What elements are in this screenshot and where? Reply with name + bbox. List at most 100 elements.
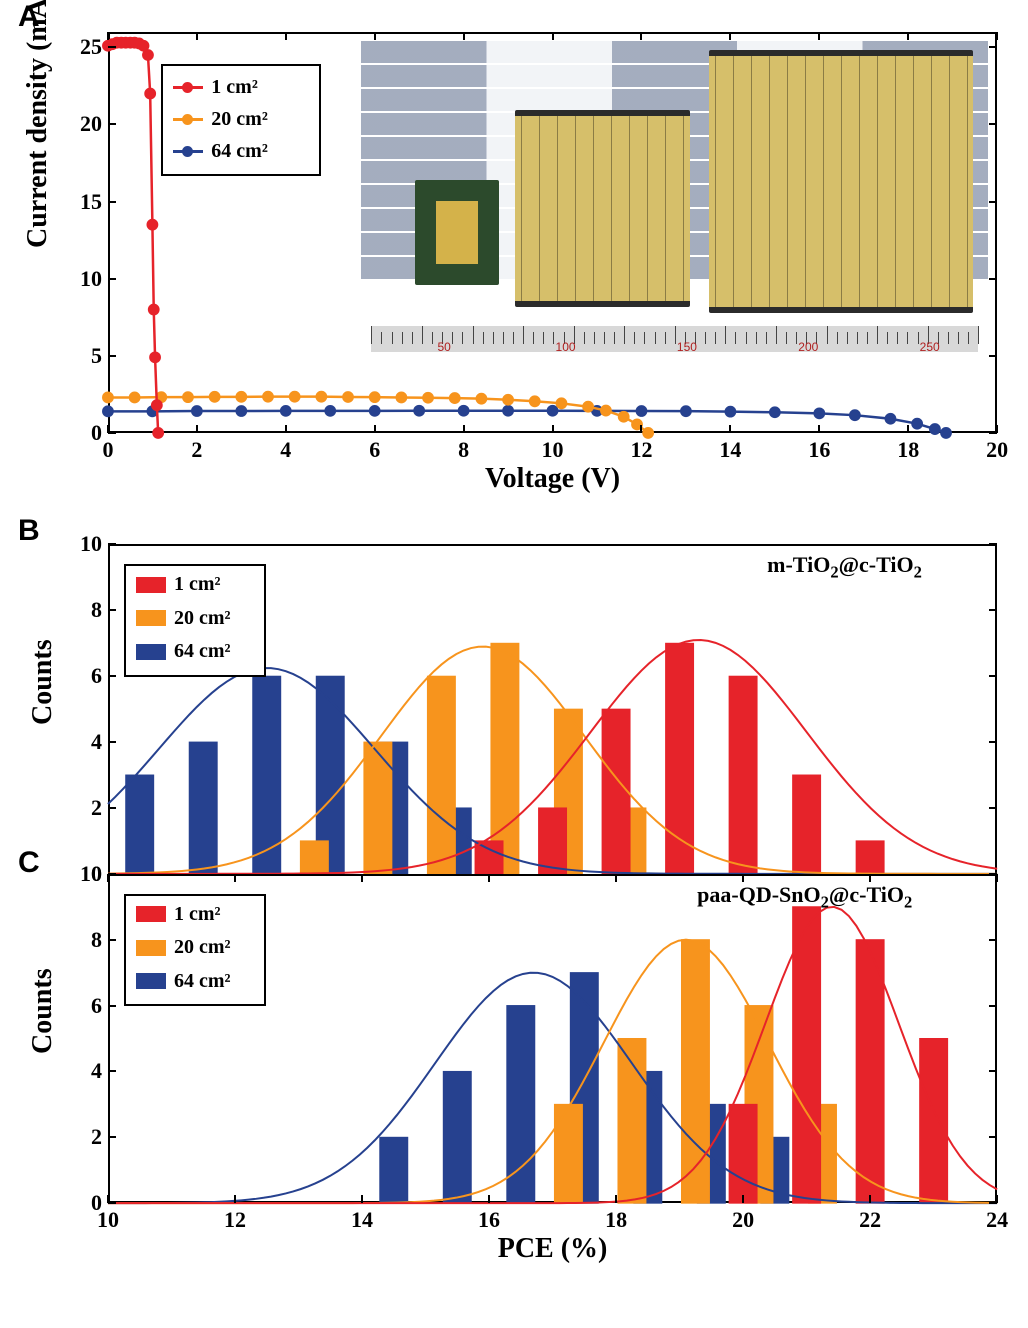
xtick-label: 20 bbox=[732, 1207, 754, 1233]
xtick bbox=[552, 32, 554, 40]
xtick-label: 20 bbox=[986, 437, 1008, 463]
xtick-label: 24 bbox=[986, 1207, 1008, 1233]
ruler-label: 250 bbox=[920, 340, 940, 354]
xtick-label: 2 bbox=[191, 437, 202, 463]
xtick bbox=[907, 32, 909, 40]
sample-cell-small bbox=[415, 180, 500, 285]
xtick-label: 12 bbox=[224, 1207, 246, 1233]
xtick-label: 10 bbox=[97, 1207, 119, 1233]
ytick bbox=[108, 432, 116, 434]
ytick bbox=[108, 1136, 116, 1138]
xtick bbox=[615, 874, 617, 882]
ytick bbox=[108, 675, 116, 677]
ytick-label: 6 bbox=[66, 663, 102, 689]
legend-label: 20 cm² bbox=[211, 108, 268, 131]
ytick bbox=[989, 1070, 997, 1072]
xtick-label: 16 bbox=[478, 1207, 500, 1233]
ytick-label: 0 bbox=[66, 420, 102, 446]
panel-c-legend: 1 cm² 20 cm² 64 cm² bbox=[124, 894, 266, 1007]
xtick-label: 12 bbox=[630, 437, 652, 463]
ytick-label: 15 bbox=[66, 189, 102, 215]
panel-a-xlabel: Voltage (V) bbox=[108, 463, 997, 495]
ytick bbox=[108, 609, 116, 611]
xtick bbox=[640, 425, 642, 433]
panel-a-inset-photo: 50100150200250 bbox=[361, 41, 988, 358]
ytick-label: 20 bbox=[66, 111, 102, 137]
xtick bbox=[234, 1195, 236, 1203]
xtick bbox=[742, 874, 744, 882]
ytick bbox=[989, 123, 997, 125]
ruler-label: 100 bbox=[556, 340, 576, 354]
ytick bbox=[989, 355, 997, 357]
xtick bbox=[463, 32, 465, 40]
xtick-label: 18 bbox=[605, 1207, 627, 1233]
ytick bbox=[108, 1070, 116, 1072]
ytick-label: 4 bbox=[66, 1058, 102, 1084]
ytick bbox=[989, 46, 997, 48]
xtick bbox=[285, 32, 287, 40]
xtick-label: 10 bbox=[542, 437, 564, 463]
xtick-label: 22 bbox=[859, 1207, 881, 1233]
xtick-label: 0 bbox=[102, 437, 113, 463]
panel-a-ylabel: Current density (mA/cm²) bbox=[22, 218, 54, 248]
legend-entry: 1 cm² bbox=[136, 903, 221, 926]
xtick bbox=[374, 32, 376, 40]
panel-b-tag: B bbox=[18, 514, 40, 548]
legend-entry: 20 cm² bbox=[136, 607, 231, 630]
ytick bbox=[108, 46, 116, 48]
ytick bbox=[989, 201, 997, 203]
ytick-label: 10 bbox=[66, 861, 102, 887]
ytick bbox=[108, 278, 116, 280]
xtick bbox=[818, 425, 820, 433]
xtick bbox=[374, 425, 376, 433]
xtick bbox=[361, 874, 363, 882]
xtick bbox=[107, 32, 109, 40]
panel-b-title-annotation: m-TiO2@c-TiO2 bbox=[767, 552, 922, 582]
xtick-label: 4 bbox=[280, 437, 291, 463]
ytick bbox=[108, 123, 116, 125]
ytick bbox=[108, 1005, 116, 1007]
legend-label: 64 cm² bbox=[174, 970, 231, 993]
xtick bbox=[729, 425, 731, 433]
xtick-label: 8 bbox=[458, 437, 469, 463]
sample-cell-medium bbox=[515, 110, 691, 306]
xtick bbox=[615, 1195, 617, 1203]
xtick bbox=[907, 425, 909, 433]
panel-b-legend: 1 cm² 20 cm² 64 cm² bbox=[124, 564, 266, 677]
legend-entry: 20 cm² bbox=[136, 936, 231, 959]
legend-label: 20 cm² bbox=[174, 936, 231, 959]
xtick bbox=[107, 874, 109, 882]
xtick-label: 18 bbox=[897, 437, 919, 463]
xtick bbox=[107, 425, 109, 433]
ytick bbox=[108, 807, 116, 809]
legend-label: 1 cm² bbox=[174, 573, 221, 596]
xtick bbox=[552, 425, 554, 433]
panel-c-tag: C bbox=[18, 846, 40, 880]
ytick-label: 10 bbox=[66, 266, 102, 292]
ytick-label: 6 bbox=[66, 993, 102, 1019]
ytick bbox=[989, 1136, 997, 1138]
xtick bbox=[463, 425, 465, 433]
xtick bbox=[196, 32, 198, 40]
xtick bbox=[107, 1195, 109, 1203]
ytick bbox=[108, 201, 116, 203]
xtick bbox=[742, 1195, 744, 1203]
legend-label: 64 cm² bbox=[174, 640, 231, 663]
xtick bbox=[640, 32, 642, 40]
xtick bbox=[488, 874, 490, 882]
ytick bbox=[108, 355, 116, 357]
xtick bbox=[996, 1195, 998, 1203]
ytick-label: 25 bbox=[66, 34, 102, 60]
legend-label: 1 cm² bbox=[174, 903, 221, 926]
ytick bbox=[108, 741, 116, 743]
xtick bbox=[729, 32, 731, 40]
legend-entry: 64 cm² bbox=[173, 140, 268, 163]
ruler-label: 150 bbox=[677, 340, 697, 354]
panel-b-ylabel: Counts bbox=[27, 695, 59, 725]
ytick bbox=[108, 1202, 116, 1204]
legend-label: 64 cm² bbox=[211, 140, 268, 163]
ytick bbox=[989, 1005, 997, 1007]
ruler-label: 50 bbox=[437, 340, 450, 354]
ytick bbox=[989, 278, 997, 280]
panel-c-title-annotation: paa-QD-SnO2@c-TiO2 bbox=[697, 882, 912, 912]
